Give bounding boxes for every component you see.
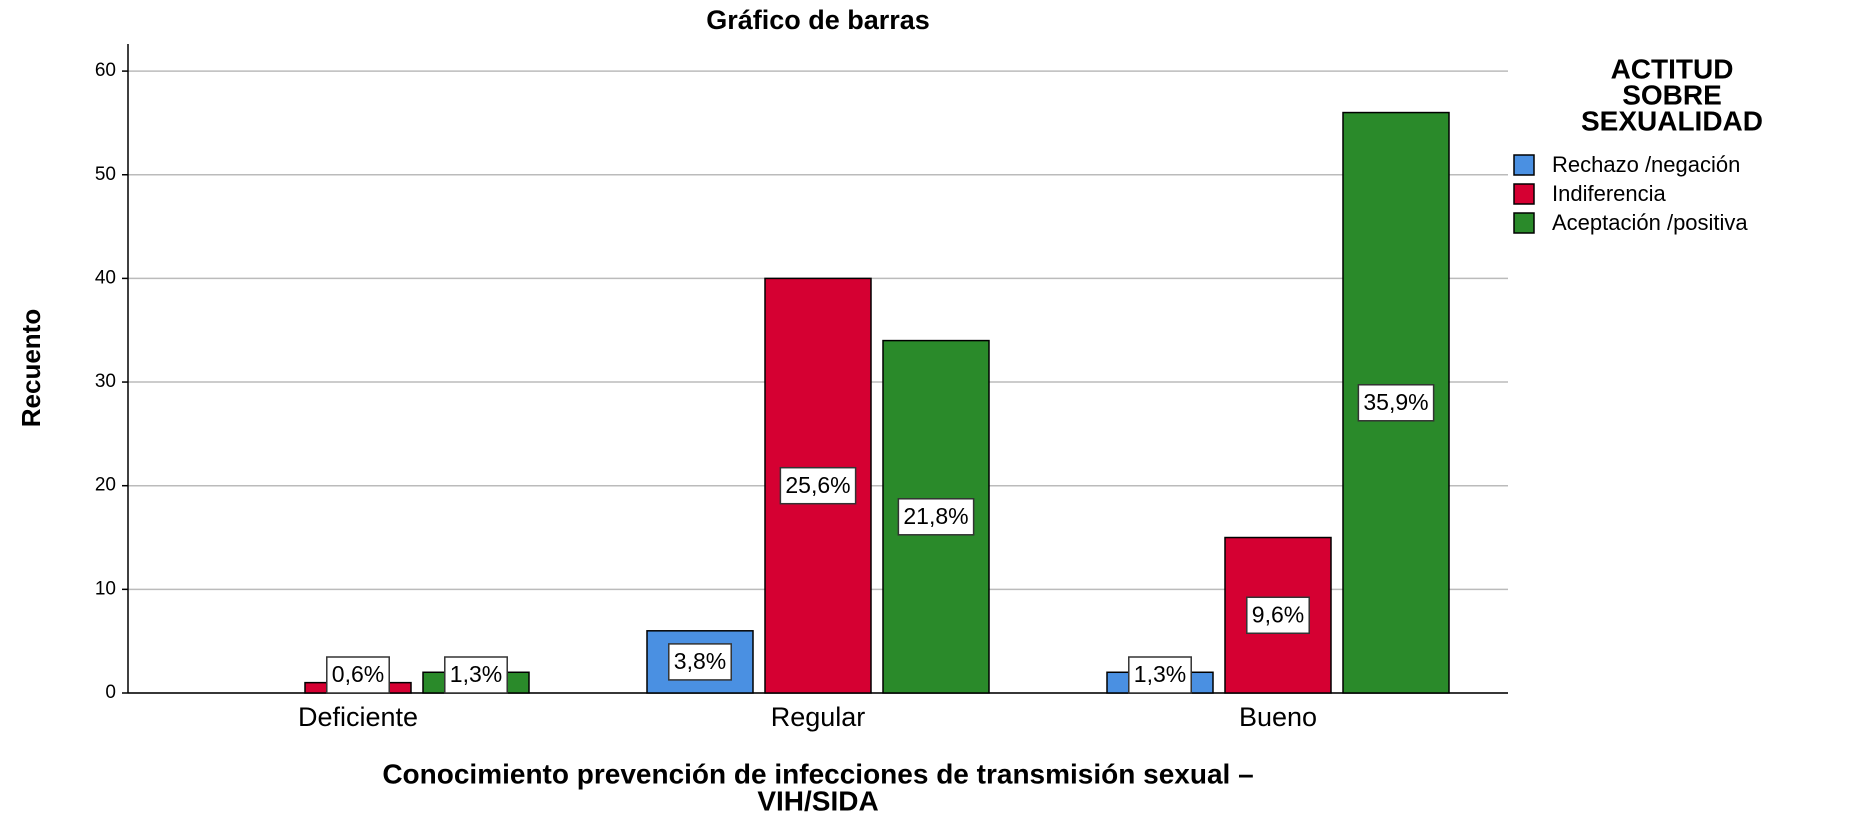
legend-title: SEXUALIDAD bbox=[1581, 105, 1763, 136]
value-label: 25,6% bbox=[785, 472, 850, 498]
y-tick-label: 10 bbox=[95, 578, 116, 599]
value-label: 0,6% bbox=[332, 661, 384, 687]
value-label: 21,8% bbox=[903, 503, 968, 529]
value-label-box bbox=[897, 498, 975, 536]
y-tick-label: 0 bbox=[105, 682, 116, 703]
y-tick-label: 50 bbox=[95, 164, 116, 185]
value-label: 35,9% bbox=[1363, 389, 1428, 415]
value-label-box bbox=[1357, 384, 1435, 422]
legend-title: ACTITUD bbox=[1611, 53, 1734, 84]
legend-label: Rechazo /negación bbox=[1552, 152, 1740, 177]
x-tick-label: Deficiente bbox=[298, 702, 418, 732]
legend-title: SOBRE bbox=[1622, 79, 1722, 110]
value-label-box bbox=[444, 656, 508, 694]
chart-title: Gráfico de barras bbox=[706, 5, 930, 35]
value-label-box bbox=[1246, 596, 1310, 635]
legend-swatch bbox=[1513, 212, 1535, 234]
x-axis-label: VIH/SIDA bbox=[757, 785, 878, 815]
value-label-box bbox=[326, 656, 390, 694]
legend-label: Indiferencia bbox=[1552, 181, 1667, 206]
x-tick-label: Bueno bbox=[1239, 702, 1317, 732]
legend-label: Aceptación /positiva bbox=[1552, 210, 1748, 235]
y-tick-label: 60 bbox=[95, 60, 116, 81]
y-tick-label: 30 bbox=[95, 371, 116, 392]
value-label-box bbox=[1128, 656, 1192, 694]
y-axis-label: Recuento bbox=[16, 309, 46, 427]
value-label: 1,3% bbox=[1134, 661, 1186, 687]
y-tick-label: 40 bbox=[95, 267, 116, 288]
y-tick-label: 20 bbox=[95, 475, 116, 496]
value-label: 1,3% bbox=[450, 661, 502, 687]
value-label: 3,8% bbox=[674, 648, 726, 674]
x-axis-label: Conocimiento prevención de infecciones d… bbox=[382, 758, 1253, 789]
legend-swatch bbox=[1513, 183, 1535, 205]
value-label: 9,6% bbox=[1252, 601, 1304, 627]
legend-swatch bbox=[1513, 154, 1535, 176]
value-label-box bbox=[668, 643, 732, 681]
value-label-box bbox=[779, 466, 857, 505]
x-tick-label: Regular bbox=[771, 702, 866, 732]
